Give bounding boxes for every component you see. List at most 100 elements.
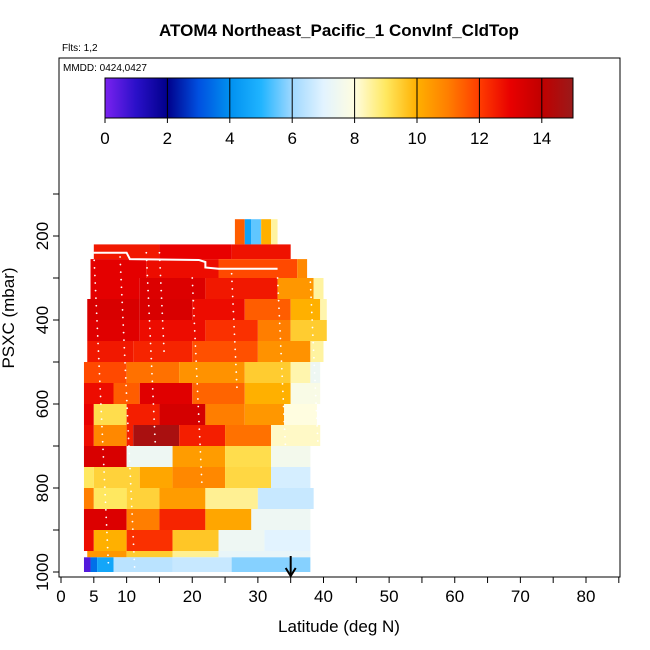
track-dot	[128, 460, 131, 463]
track-dot	[162, 342, 165, 345]
track-dot	[161, 304, 163, 307]
track-dot	[130, 505, 133, 508]
track-dot	[103, 478, 106, 481]
heatmap-cell	[179, 362, 245, 383]
track-dot	[159, 274, 162, 277]
heatmap-cell	[139, 467, 173, 488]
track-dot	[102, 463, 105, 466]
heatmap-cell	[159, 509, 206, 530]
heatmap-cell	[172, 530, 219, 551]
heatmap-cell	[271, 446, 311, 467]
track-dot	[147, 304, 150, 307]
heatmap-cell	[93, 530, 127, 551]
track-dot	[99, 387, 102, 390]
track-dot	[194, 345, 197, 347]
track-dot	[318, 470, 321, 473]
track-dot	[151, 387, 154, 390]
x-tick-label: 80	[577, 587, 596, 606]
y-tick-label: 800	[33, 474, 52, 502]
track-dot	[161, 312, 164, 315]
track-dot	[322, 568, 325, 571]
track-dot	[97, 342, 99, 345]
heatmap-cell	[290, 299, 321, 320]
track-dot	[279, 337, 282, 340]
track-dot	[98, 372, 101, 375]
colorbar-tick-label: 10	[408, 129, 427, 148]
colorbar-tick-label: 8	[350, 129, 359, 148]
track-dot	[230, 272, 233, 275]
track-dot	[98, 365, 101, 368]
track-dot	[199, 458, 202, 461]
heatmap-cell	[172, 467, 226, 488]
track-dot	[147, 289, 149, 292]
track-dot	[197, 413, 200, 415]
track-dot	[191, 277, 194, 279]
heatmap-cell	[172, 446, 226, 467]
track-dot	[282, 405, 285, 408]
heatmap-cell	[90, 278, 140, 299]
track-dot	[105, 516, 108, 519]
track-dot	[95, 297, 97, 300]
track-dot	[284, 443, 287, 446]
track-dot	[100, 418, 103, 421]
track-dot	[133, 566, 136, 568]
track-dot	[145, 251, 148, 254]
y-axis-label: PSXC (mbar)	[0, 267, 18, 368]
track-dot	[195, 360, 198, 363]
colorbar-tick-label: 6	[287, 129, 296, 148]
track-dot	[95, 312, 98, 315]
heatmap-cell	[290, 320, 327, 341]
track-dot	[234, 363, 237, 366]
track-dot	[146, 267, 148, 269]
heatmap-cell	[313, 278, 324, 299]
track-dot	[104, 501, 107, 504]
heatmap-cell	[126, 446, 173, 467]
heatmap-cell	[83, 488, 94, 509]
heatmap-cell	[179, 425, 226, 446]
heatmap-cell	[205, 404, 245, 425]
heatmap-cells	[83, 219, 327, 572]
heatmap-cell	[159, 244, 232, 260]
track-dot	[162, 335, 165, 337]
heatmap-cell	[97, 557, 114, 572]
track-dot	[233, 325, 236, 328]
track-dot	[281, 375, 284, 378]
track-dot	[283, 413, 285, 415]
heatmap-cell	[87, 341, 134, 362]
heatmap-cell	[244, 404, 285, 425]
heatmap-cell	[257, 341, 311, 362]
track-dot	[96, 319, 98, 322]
track-dot	[315, 402, 317, 405]
track-dot	[198, 420, 200, 423]
track-dot	[311, 334, 314, 337]
track-dot	[126, 422, 129, 425]
track-dot	[104, 508, 107, 511]
heatmap-cell	[83, 509, 127, 530]
track-dot	[233, 340, 236, 343]
track-dot	[150, 357, 153, 360]
track-dot	[148, 327, 151, 330]
heatmap-cell	[205, 488, 258, 509]
heatmap-cell	[139, 383, 193, 404]
track-dot	[313, 372, 316, 374]
track-dot	[150, 365, 153, 368]
chart-title: ATOM4 Northeast_Pacific_1 ConvInf_CldTop	[159, 21, 519, 40]
track-dot	[311, 319, 314, 321]
heatmap-cell	[244, 383, 291, 404]
track-dot	[319, 500, 322, 503]
track-dot	[124, 361, 126, 364]
heatmap-cell	[231, 557, 311, 572]
heatmap-cell	[192, 299, 245, 320]
track-dot	[313, 364, 316, 367]
track-dot	[152, 403, 155, 405]
heatmap-cell	[264, 530, 311, 551]
track-dot	[119, 271, 122, 274]
track-dot	[310, 311, 313, 314]
track-dot	[127, 429, 130, 432]
track-dot	[196, 382, 199, 385]
track-dot	[151, 380, 154, 383]
track-dot	[281, 390, 284, 393]
track-dot	[121, 316, 124, 319]
track-dot	[120, 286, 123, 289]
heatmap-cell	[310, 341, 324, 362]
